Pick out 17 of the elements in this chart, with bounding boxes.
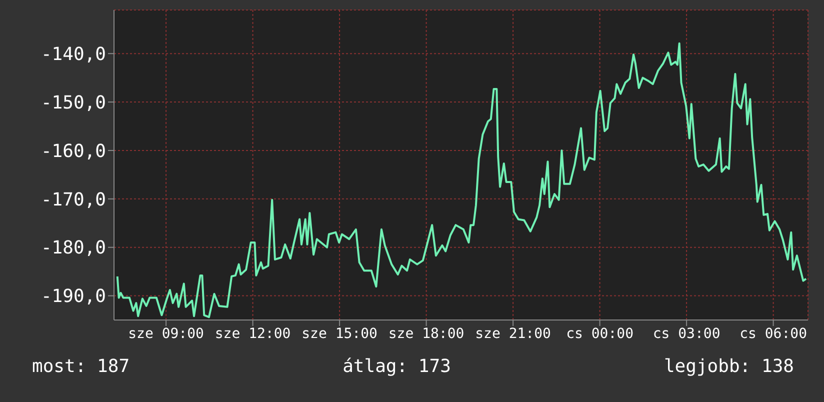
x-tick-label: cs 03:00 <box>652 326 720 342</box>
y-tick-label: -180,0 <box>40 238 106 259</box>
text: átlag: 173 <box>342 356 451 377</box>
y-tick-label: -150,0 <box>40 92 106 114</box>
x-tick-label: sze 12:00 <box>214 326 291 342</box>
y-tick-label: -140,0 <box>40 44 106 65</box>
x-tick-label: cs 00:00 <box>566 326 634 342</box>
y-tick-label: -160,0 <box>40 140 106 162</box>
text: legjobb: 138 <box>664 356 794 377</box>
x-tick-label: sze 18:00 <box>388 326 464 342</box>
y-tick-label: -190,0 <box>40 286 106 308</box>
y-tick-label: -170,0 <box>40 189 106 210</box>
text: most: 187 <box>32 356 130 377</box>
x-tick-label: sze 09:00 <box>128 326 204 342</box>
x-tick-label: sze 15:00 <box>302 326 378 342</box>
x-tick-label: cs 06:00 <box>740 326 808 342</box>
x-tick-label: sze 21:00 <box>475 326 551 342</box>
